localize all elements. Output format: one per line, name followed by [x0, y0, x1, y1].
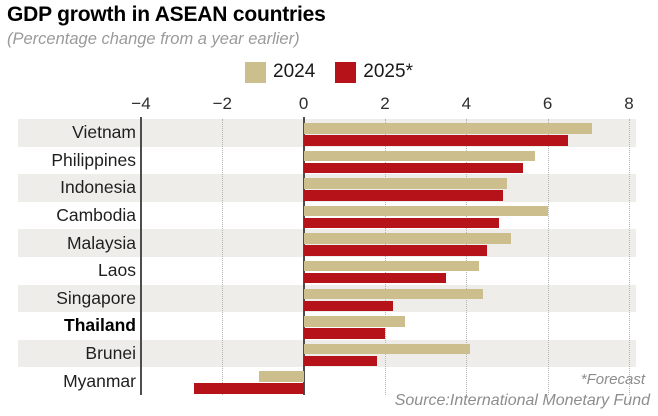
source-note: Source:International Monetary Fund: [394, 392, 650, 409]
chart-row-thailand: Thailand: [0, 312, 658, 340]
zero-axis-line: [302, 117, 305, 395]
page-subtitle: (Percentage change from a year earlier): [7, 30, 300, 48]
chart-row-philippines: Philippines: [0, 147, 658, 175]
bar-2025-philippines: [303, 162, 524, 174]
bar-2025-indonesia: [303, 190, 503, 201]
country-label-indonesia: Indonesia: [60, 177, 136, 198]
chart-row-myanmar: Myanmar: [0, 367, 658, 395]
bar-2024-brunei: [303, 343, 471, 355]
bar-2025-cambodia: [303, 217, 499, 229]
bar-2024-singapore: [303, 288, 483, 300]
chart-row-vietnam: Vietnam: [0, 119, 658, 147]
bar-2025-laos: [303, 272, 446, 284]
legend-label-2024: 2024: [273, 61, 316, 82]
gridline-4: [466, 119, 468, 395]
legend-item-2024: 2024: [245, 61, 315, 83]
bar-2025-singapore: [303, 300, 394, 312]
chart-legend: 2024 2025*: [0, 61, 658, 83]
page-title: GDP growth in ASEAN countries: [7, 3, 326, 26]
country-label-vietnam: Vietnam: [72, 122, 136, 143]
chart-row-brunei: Brunei: [0, 339, 658, 368]
x-axis-tick-2: 2: [380, 94, 390, 113]
bar-2024-malaysia: [303, 233, 512, 244]
legend-swatch-2025-icon: [335, 61, 357, 83]
bar-2025-brunei: [303, 355, 377, 367]
gridline--2: [222, 119, 224, 395]
bar-2024-myanmar: [258, 371, 304, 382]
country-label-brunei: Brunei: [85, 343, 136, 364]
x-axis-tick--2: −2: [212, 94, 233, 113]
country-label-philippines: Philippines: [51, 149, 136, 170]
bar-2025-malaysia: [303, 245, 487, 256]
country-label-malaysia: Malaysia: [66, 232, 136, 253]
gridline-2: [385, 119, 386, 395]
chart-row-malaysia: Malaysia: [0, 229, 658, 257]
chart-plot-area: Vietnam Philippines Indonesia Cambodia Malay…: [0, 119, 658, 395]
country-label-laos: Laos: [98, 260, 136, 281]
legend-label-2025: 2025*: [363, 61, 413, 82]
country-label-myanmar: Myanmar: [63, 370, 136, 391]
chart-row-cambodia: Cambodia: [0, 202, 658, 230]
bar-2025-thailand: [303, 328, 385, 339]
bar-2024-indonesia: [303, 178, 507, 189]
x-axis-tick-8: 8: [624, 94, 634, 113]
chart-row-indonesia: Indonesia: [0, 174, 658, 202]
country-label-cambodia: Cambodia: [56, 205, 136, 226]
x-axis-tick-4: 4: [461, 94, 472, 113]
bar-2024-cambodia: [303, 205, 548, 217]
gridline-6: [547, 119, 549, 395]
bar-2024-thailand: [303, 316, 406, 327]
forecast-note: *Forecast: [580, 371, 645, 388]
bar-2024-philippines: [303, 150, 536, 162]
legend-item-2025: 2025*: [335, 61, 413, 83]
country-label-singapore: Singapore: [56, 287, 136, 308]
country-label-thailand: Thailand: [64, 315, 136, 336]
bar-2025-myanmar: [193, 383, 304, 394]
x-axis-tick-6: 6: [542, 94, 553, 113]
bar-2024-laos: [303, 260, 479, 272]
left-axis-line: [140, 117, 142, 395]
bar-2025-vietnam: [303, 135, 568, 146]
chart-row-laos: Laos: [0, 257, 658, 285]
chart-row-singapore: Singapore: [0, 284, 658, 313]
bar-2024-vietnam: [303, 123, 593, 134]
x-axis-tick-0: 0: [298, 94, 309, 113]
legend-swatch-2024-icon: [245, 61, 267, 83]
gridline-8: [629, 119, 630, 395]
x-axis-tick--4: −4: [131, 94, 151, 113]
